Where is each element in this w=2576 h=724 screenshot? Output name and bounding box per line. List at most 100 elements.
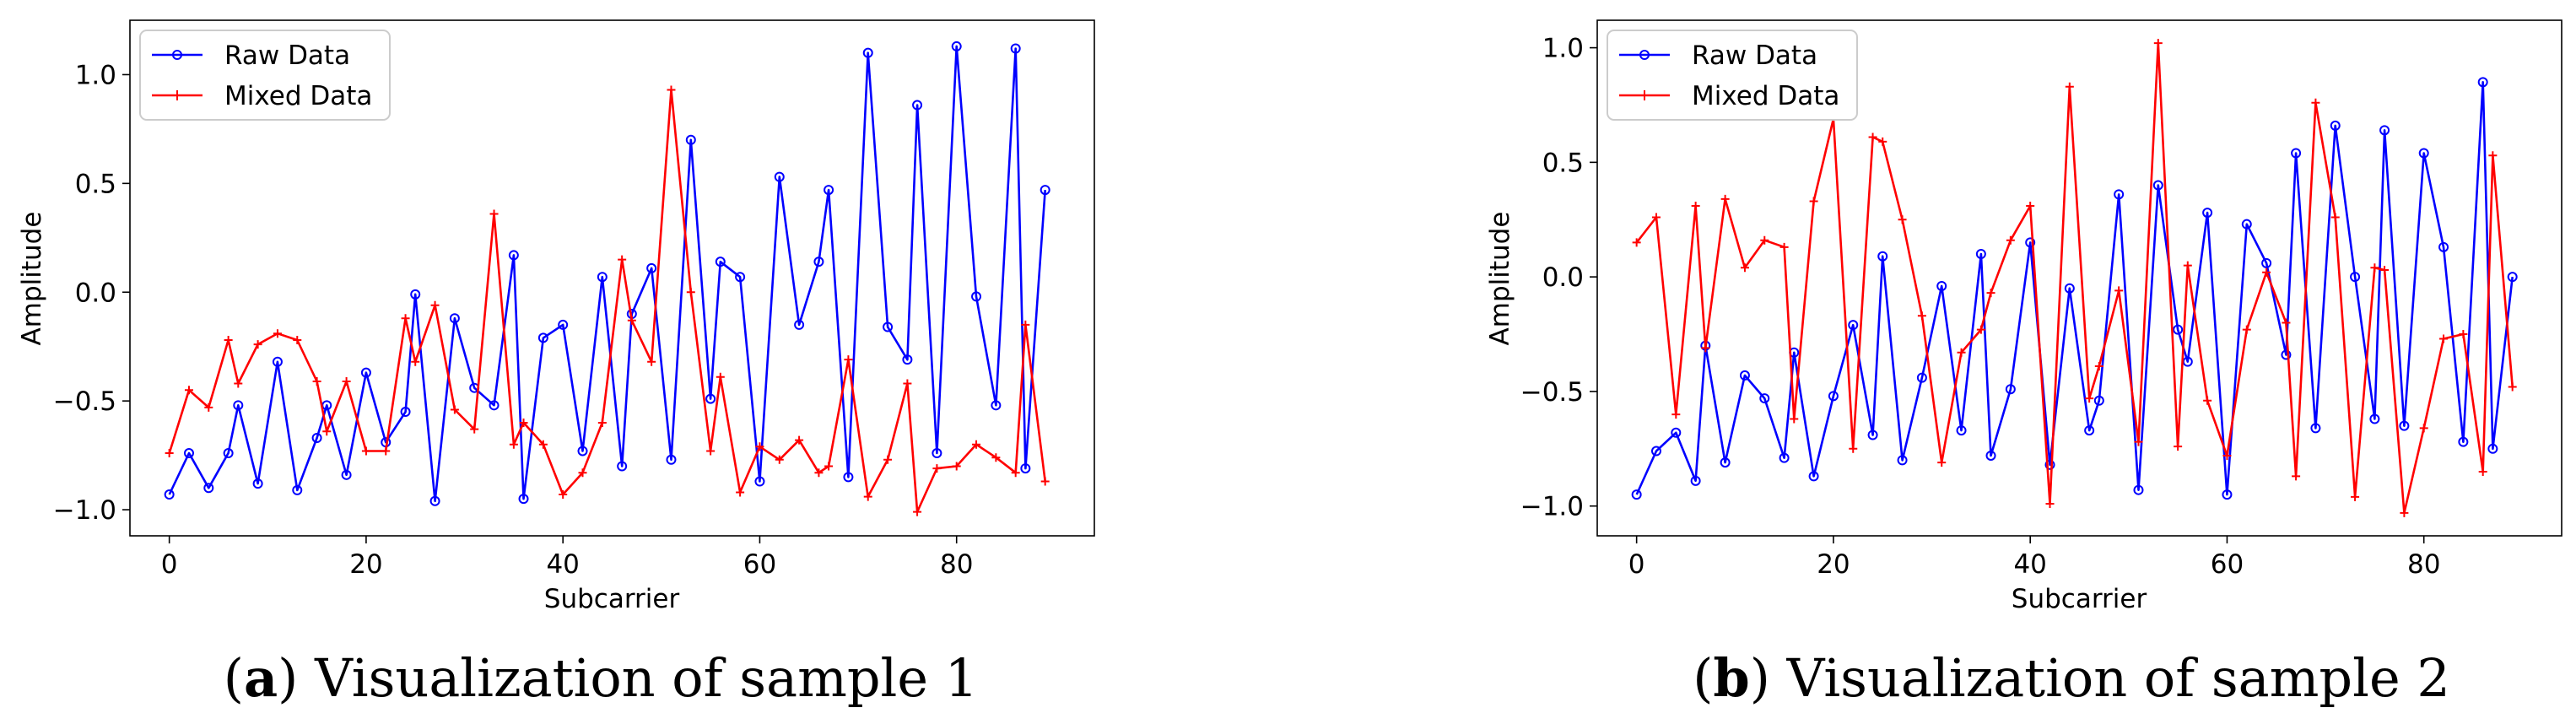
mixed-data-point [2174,442,2183,451]
mixed-data-point [2094,362,2103,371]
raw-data-point [862,47,873,58]
mixed-data-point [2153,39,2163,48]
mixed-data-point [932,464,942,473]
legend-mixed-marker-a [172,90,182,100]
mixed-data-point [2242,325,2251,334]
caption-a-text: Visualization of sample 1 [314,647,978,709]
ytick-label: 1.0 [75,60,116,90]
mixed-data-point [2311,98,2320,107]
mixed-data-point [883,455,893,464]
mixed-data-point [1898,215,1907,224]
mixed-data-point [312,376,321,386]
mixed-data-point [991,453,1001,462]
mixed-data-point [2351,492,2360,501]
mixed-data-point [1937,458,1947,467]
raw-data-point [252,478,263,489]
raw-data-point [1828,391,1839,402]
mixed-data-point [1651,213,1661,222]
mixed-data-point [736,488,745,497]
raw-data-point [400,407,411,418]
mixed-data-point [952,462,961,471]
raw-data-point [932,448,942,459]
ytick-label: 0.0 [75,278,116,308]
xtick-label: 0 [161,549,178,580]
raw-data-point [685,134,696,145]
mixed-data-point [1849,444,1858,453]
raw-data-point [1897,455,1908,466]
mixed-data-point [1957,348,1966,357]
mixed-data-point [1878,137,1887,146]
mixed-data-point [1671,410,1681,419]
raw-data-point [2261,257,2272,268]
raw-data-point [203,483,214,494]
mixed-data-point [686,288,695,297]
legend-b: Raw Data Mixed Data [1607,30,1858,121]
raw-data-point [2350,272,2361,283]
mixed-data-point [2114,286,2124,295]
mixed-data-point [1790,414,1799,424]
xticks-b: 0 20 40 60 80 [1628,536,2440,580]
mixed-data-point [1691,201,1700,210]
raw-data-point [1975,248,1986,259]
mixed-data-point [1779,242,1789,251]
raw-data-point [2310,423,2321,434]
mixed-data-line [168,89,1046,513]
chart-sample-1: −1.0 −0.5 0.0 0.5 1.0 0 20 40 60 80 Subcarrier A… [17,19,1095,709]
mixed-data-point [184,386,193,395]
xtick-label: 20 [349,549,382,580]
mixed-data-point [361,446,370,456]
raw-data-point [2369,413,2380,424]
xtick-label: 40 [2013,549,2046,580]
mixed-data-point [253,340,262,349]
raw-data-point [1936,281,1947,292]
raw-data-line [168,45,1046,503]
raw-data-point [991,400,1002,411]
mixed-data-point [1021,320,1030,329]
raw-data-point [223,448,234,459]
raw-data-point [577,446,588,457]
mixed-data-point [509,440,518,449]
mixed-data-point [627,316,636,325]
raw-data-point [2222,489,2233,500]
legend-mixed-label-a: Mixed Data [224,81,372,111]
raw-data-point [1650,446,1661,457]
mixed-data-point [2183,261,2192,270]
mixed-data-point [2282,318,2291,327]
legend-mixed-label-b: Mixed Data [1692,81,1839,111]
mixed-data-point [234,379,243,388]
raw-data-point [2291,148,2302,159]
mixed-data-point [2203,396,2212,405]
mixed-data-point [913,507,922,516]
raw-data-point [1916,372,1927,383]
raw-data-point [410,289,421,300]
raw-data-point [2133,484,2144,495]
mixed-data-point [824,462,834,471]
mixed-data-point [578,468,587,478]
xtick-label: 80 [940,549,973,580]
mixed-data-point [795,435,804,445]
raw-data-point [2202,208,2213,219]
legend-raw-marker-a [172,50,182,60]
xtick-label: 20 [1817,549,1850,580]
mixed-data-point [2488,151,2498,160]
mixed-data-point [844,355,853,365]
mixed-data-point [903,379,912,388]
caption-b-letter: b [1713,647,1749,709]
mixed-data-point [1701,343,1710,353]
raw-data-point [183,448,194,459]
mixed-data-point [2459,330,2468,339]
mixed-data-point [1720,194,1730,203]
raw-data-point [912,100,923,111]
x-axis-label-a: Subcarrier [544,584,680,614]
mixed-data-point [224,335,233,344]
y-axis-label-b: Amplitude [1485,212,1515,346]
mixed-data-point [2400,508,2409,517]
raw-data-point [2399,420,2410,431]
raw-data-point [489,400,500,411]
raw-data-point [341,469,352,480]
mixed-data-point [2370,263,2379,273]
raw-data-point [715,257,726,267]
mixed-data-point [2478,467,2487,476]
mixed-data-point [1760,235,1769,245]
